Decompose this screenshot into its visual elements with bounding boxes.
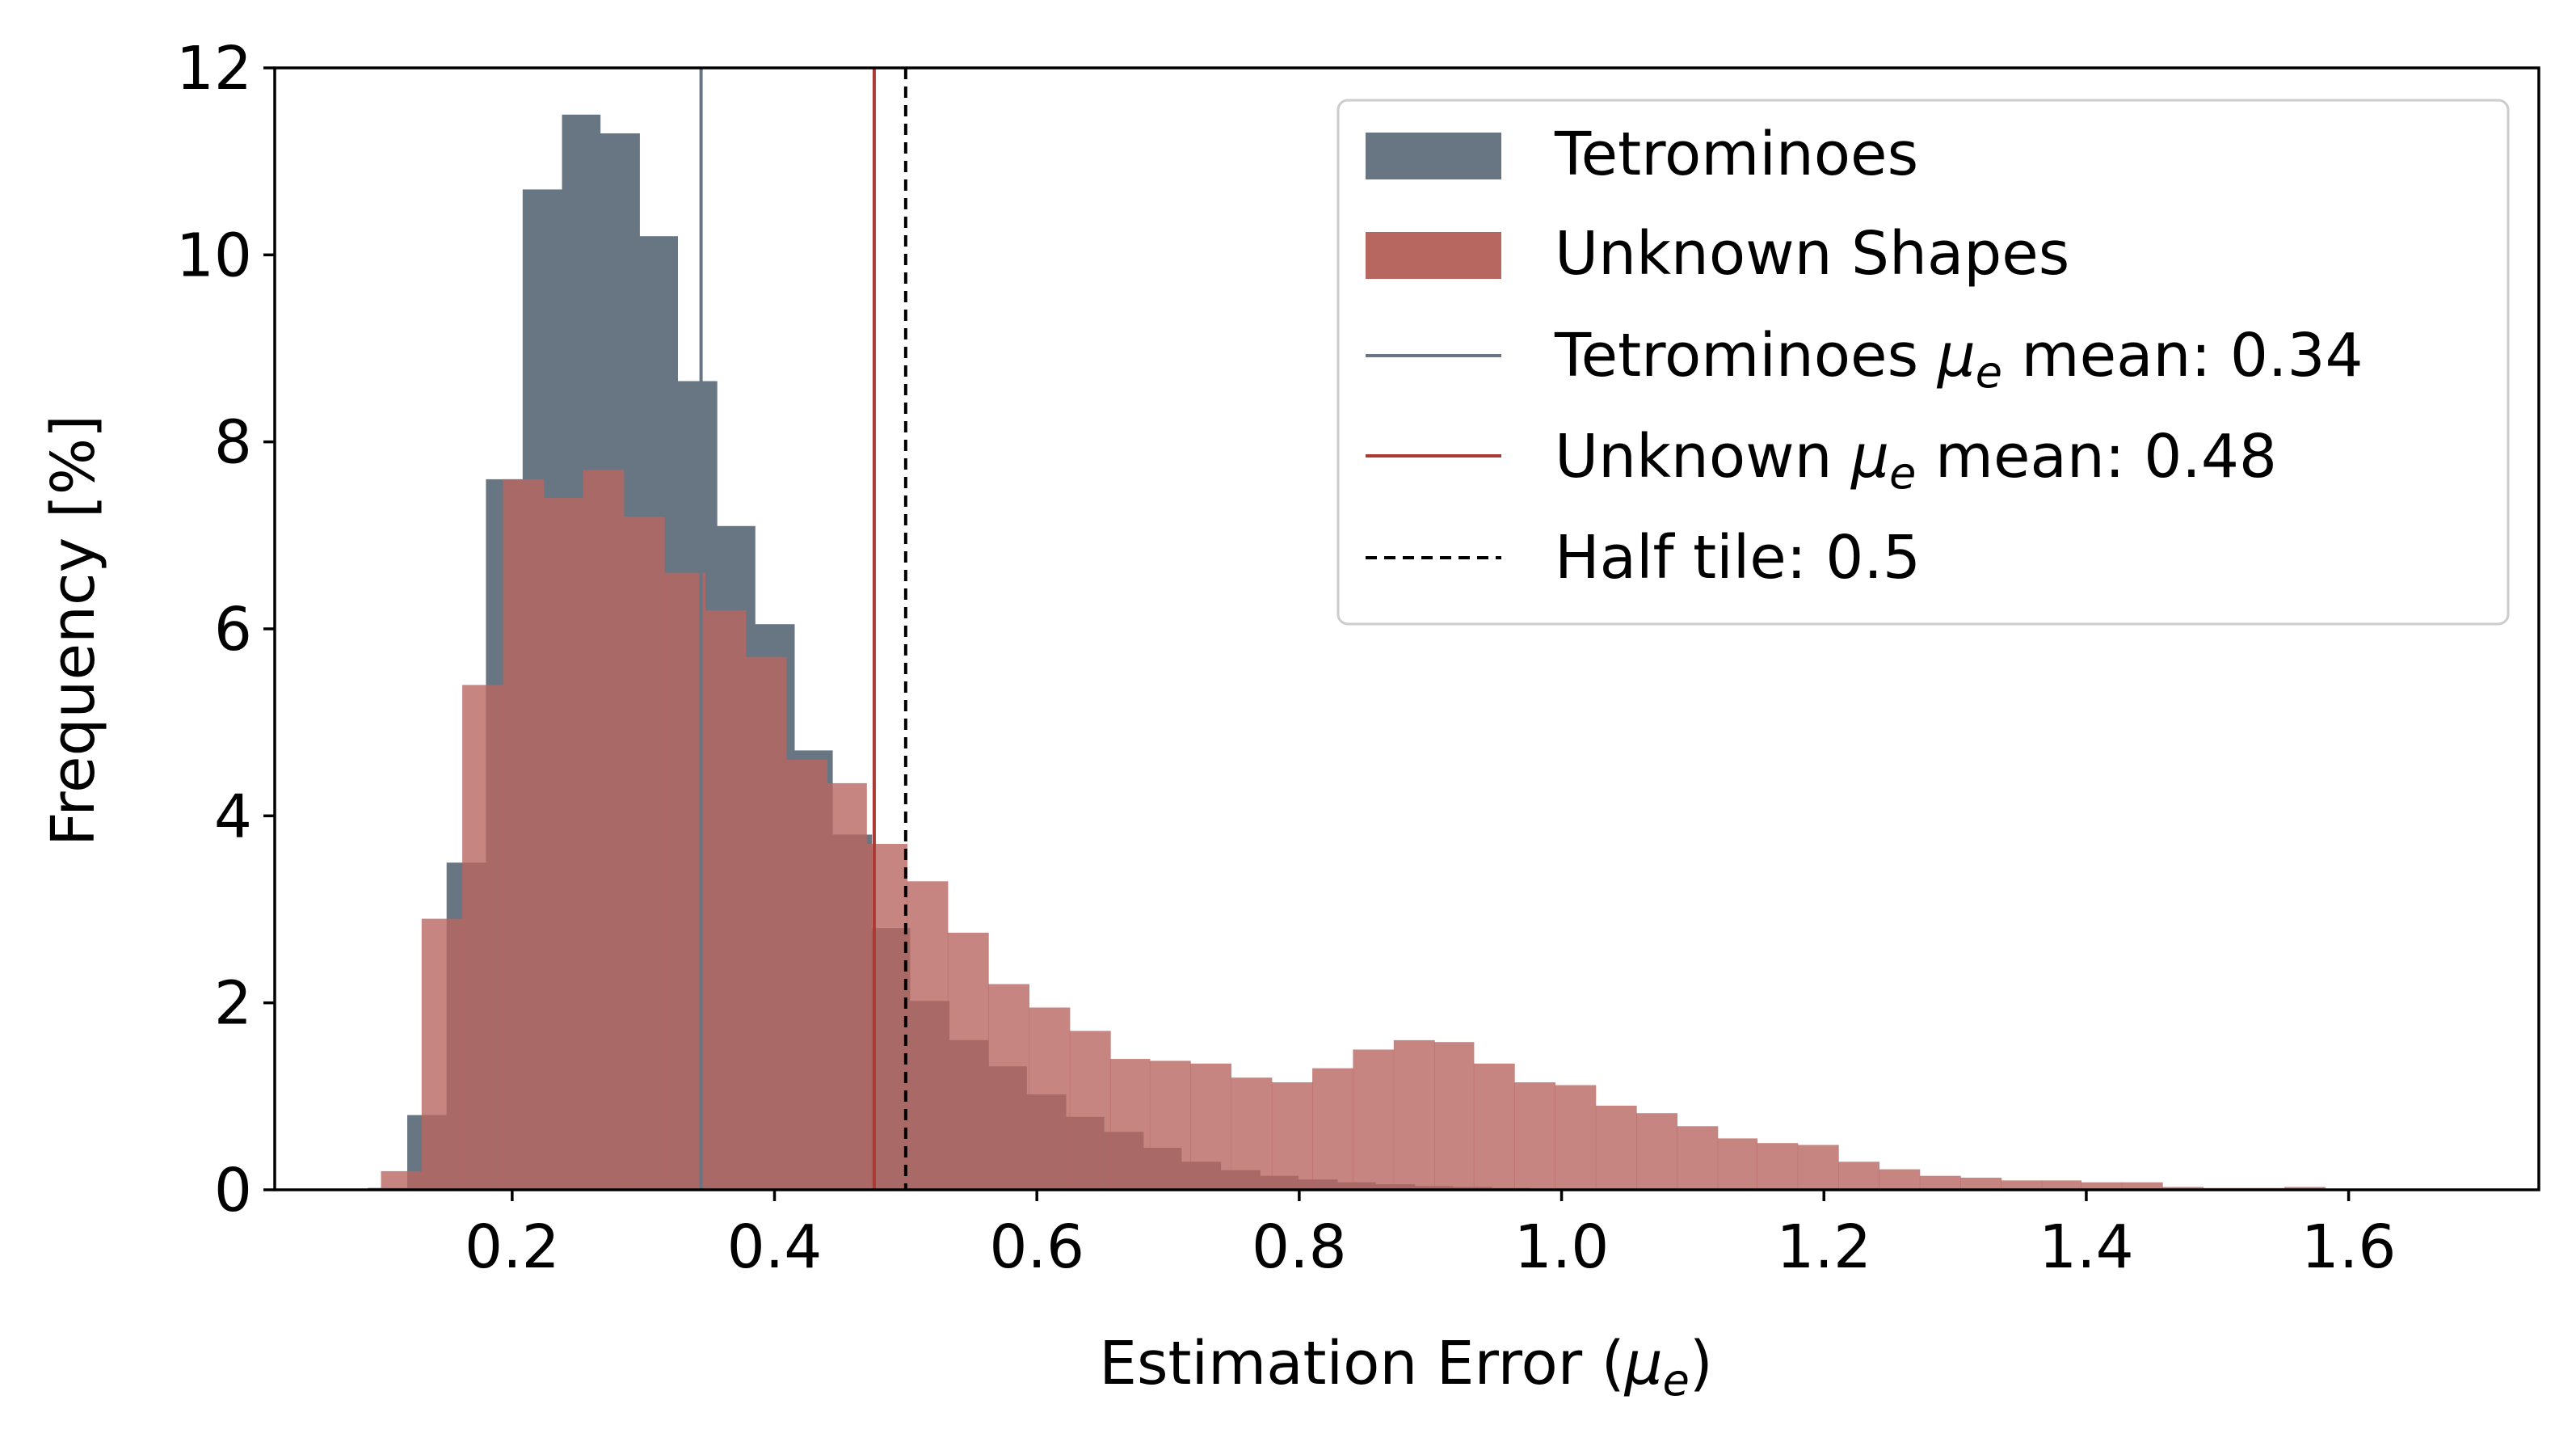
bar-unknown-shapes-25 — [1393, 1039, 1435, 1190]
bar-unknown-shapes-8 — [705, 609, 747, 1190]
y-tick-label: 12 — [176, 34, 252, 103]
bar-unknown-shapes-2 — [462, 685, 503, 1190]
bar-unknown-shapes-22 — [1271, 1082, 1313, 1190]
bar-unknown-shapes-13 — [907, 881, 949, 1190]
bar-unknown-shapes-15 — [988, 984, 1029, 1190]
legend-label-tetrominoes-mean: Tetrominoes μe mean: 0.34 — [1554, 321, 2363, 398]
legend-frame — [1336, 99, 2510, 626]
bar-unknown-shapes-37 — [1879, 1169, 1921, 1190]
bar-unknown-shapes-28 — [1514, 1082, 1555, 1190]
y-tick-label: 8 — [214, 408, 252, 478]
legend: Tetrominoes Unknown Shapes Tetrominoes μ… — [1336, 99, 2510, 626]
legend-label-half-tile: Half tile: 0.5 — [1555, 523, 1921, 592]
bar-unknown-shapes-36 — [1838, 1162, 1879, 1190]
bar-unknown-shapes-7 — [664, 572, 706, 1190]
y-tick-label: 6 — [214, 595, 252, 664]
bar-unknown-shapes-24 — [1353, 1049, 1395, 1190]
bar-unknown-shapes-21 — [1231, 1077, 1273, 1190]
bar-unknown-shapes-43 — [2121, 1182, 2163, 1190]
bar-unknown-shapes-31 — [1636, 1113, 1677, 1190]
legend-label-tetrominoes: Tetrominoes — [1554, 120, 1918, 189]
x-tick-label: 1.6 — [2301, 1212, 2397, 1282]
bar-unknown-shapes-30 — [1595, 1105, 1637, 1190]
y-tick-label: 10 — [176, 221, 252, 290]
unknown-shapes-bars — [381, 470, 2326, 1190]
legend-swatch-tetrominoes — [1366, 133, 1501, 179]
x-tick-label: 1.2 — [1776, 1212, 1871, 1282]
bar-unknown-shapes-18 — [1110, 1059, 1151, 1190]
bar-unknown-shapes-0 — [381, 1170, 423, 1190]
bar-unknown-shapes-12 — [866, 844, 908, 1190]
bar-unknown-shapes-27 — [1473, 1063, 1515, 1190]
legend-swatch-unknown-shapes — [1366, 232, 1501, 279]
x-tick-label: 0.8 — [1252, 1212, 1347, 1282]
x-tick-label: 0.2 — [465, 1212, 560, 1282]
bar-unknown-shapes-39 — [1960, 1178, 2001, 1190]
bar-unknown-shapes-29 — [1555, 1085, 1597, 1190]
x-tick-label: 1.0 — [1514, 1212, 1610, 1282]
bar-unknown-shapes-26 — [1434, 1042, 1475, 1190]
bar-unknown-shapes-9 — [745, 656, 787, 1190]
bar-unknown-shapes-42 — [2081, 1182, 2123, 1190]
x-axis-ticks: 0.2 0.4 0.6 0.8 1.0 1.2 1.4 1.6 — [465, 1190, 2396, 1282]
bar-unknown-shapes-11 — [827, 782, 867, 1190]
bar-unknown-shapes-5 — [583, 470, 625, 1190]
y-tick-label: 0 — [214, 1156, 252, 1225]
bar-unknown-shapes-32 — [1677, 1126, 1719, 1190]
mean-lines — [699, 68, 907, 1190]
bar-unknown-shapes-3 — [503, 479, 545, 1190]
x-tick-label: 0.4 — [727, 1212, 823, 1282]
y-tick-label: 2 — [214, 969, 252, 1039]
bar-unknown-shapes-40 — [2001, 1180, 2043, 1190]
legend-label-unknown-shapes: Unknown Shapes — [1555, 219, 2069, 289]
bar-unknown-shapes-17 — [1069, 1031, 1111, 1190]
bar-unknown-shapes-23 — [1312, 1068, 1353, 1190]
bar-unknown-shapes-14 — [947, 932, 989, 1190]
bar-unknown-shapes-38 — [1919, 1175, 1961, 1190]
bar-unknown-shapes-20 — [1190, 1063, 1231, 1190]
x-axis-label: Estimation Error (μe) — [1099, 1329, 1713, 1406]
y-tick-label: 4 — [214, 782, 252, 851]
bar-unknown-shapes-41 — [2041, 1180, 2081, 1190]
x-tick-label: 1.4 — [2039, 1212, 2134, 1282]
bar-unknown-shapes-34 — [1757, 1143, 1799, 1190]
bar-unknown-shapes-35 — [1797, 1145, 1839, 1190]
y-axis-ticks: 0 2 4 6 8 10 12 — [176, 34, 275, 1225]
legend-label-unknown-mean: Unknown μe mean: 0.48 — [1555, 422, 2277, 499]
bar-unknown-shapes-19 — [1149, 1060, 1191, 1190]
bar-unknown-shapes-16 — [1029, 1007, 1071, 1190]
bar-unknown-shapes-6 — [623, 517, 665, 1190]
bar-unknown-shapes-4 — [543, 498, 584, 1190]
bar-unknown-shapes-1 — [421, 918, 463, 1190]
bar-unknown-shapes-10 — [786, 759, 827, 1190]
y-axis-label: Frequency [%] — [39, 415, 108, 846]
x-tick-label: 0.6 — [989, 1212, 1084, 1282]
bar-unknown-shapes-33 — [1717, 1138, 1757, 1190]
